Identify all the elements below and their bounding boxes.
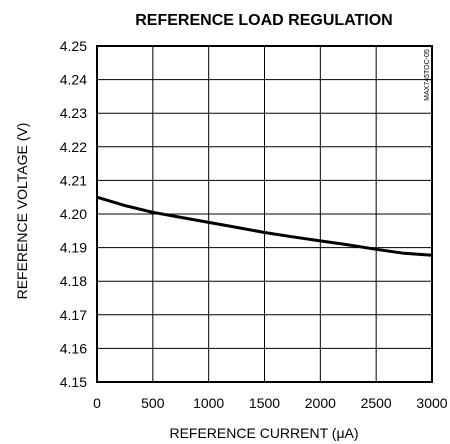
series-line xyxy=(96,195,433,257)
x-tick-labels: 0 500 1000 1500 2000 2500 3000 xyxy=(93,395,448,411)
figure-code: MAX745TOC-05 xyxy=(424,49,431,101)
y-tick-label: 4.18 xyxy=(60,273,87,289)
x-axis-label: REFERENCE CURRENT (μA) xyxy=(169,425,358,441)
x-tick-label: 2500 xyxy=(361,395,392,411)
y-tick-label: 4.22 xyxy=(60,139,87,155)
x-tick-label: 500 xyxy=(141,395,165,411)
grid xyxy=(96,45,433,383)
y-tick-label: 4.20 xyxy=(60,206,87,222)
y-tick-label: 4.19 xyxy=(60,240,87,256)
x-tick-label: 1000 xyxy=(193,395,224,411)
x-tick-label: 0 xyxy=(93,395,101,411)
plot-frame xyxy=(96,45,433,383)
x-tick-label: 3000 xyxy=(416,395,447,411)
y-tick-labels: 4.15 4.16 4.17 4.18 4.19 4.20 4.21 4.22 4.23 4.24… xyxy=(60,38,87,390)
x-tick-label: 2000 xyxy=(305,395,336,411)
y-tick-label: 4.16 xyxy=(60,340,87,356)
y-axis-label: REFERENCE VOLTAGE (V) xyxy=(14,123,30,300)
chart-title: REFERENCE LOAD REGULATION xyxy=(135,12,392,29)
y-tick-label: 4.17 xyxy=(60,307,87,323)
x-tick-label: 1500 xyxy=(249,395,280,411)
y-tick-label: 4.23 xyxy=(60,105,87,121)
y-tick-label: 4.24 xyxy=(60,72,87,88)
y-tick-label: 4.15 xyxy=(60,374,87,390)
y-tick-label: 4.21 xyxy=(60,172,87,188)
y-tick-label: 4.25 xyxy=(60,38,87,54)
